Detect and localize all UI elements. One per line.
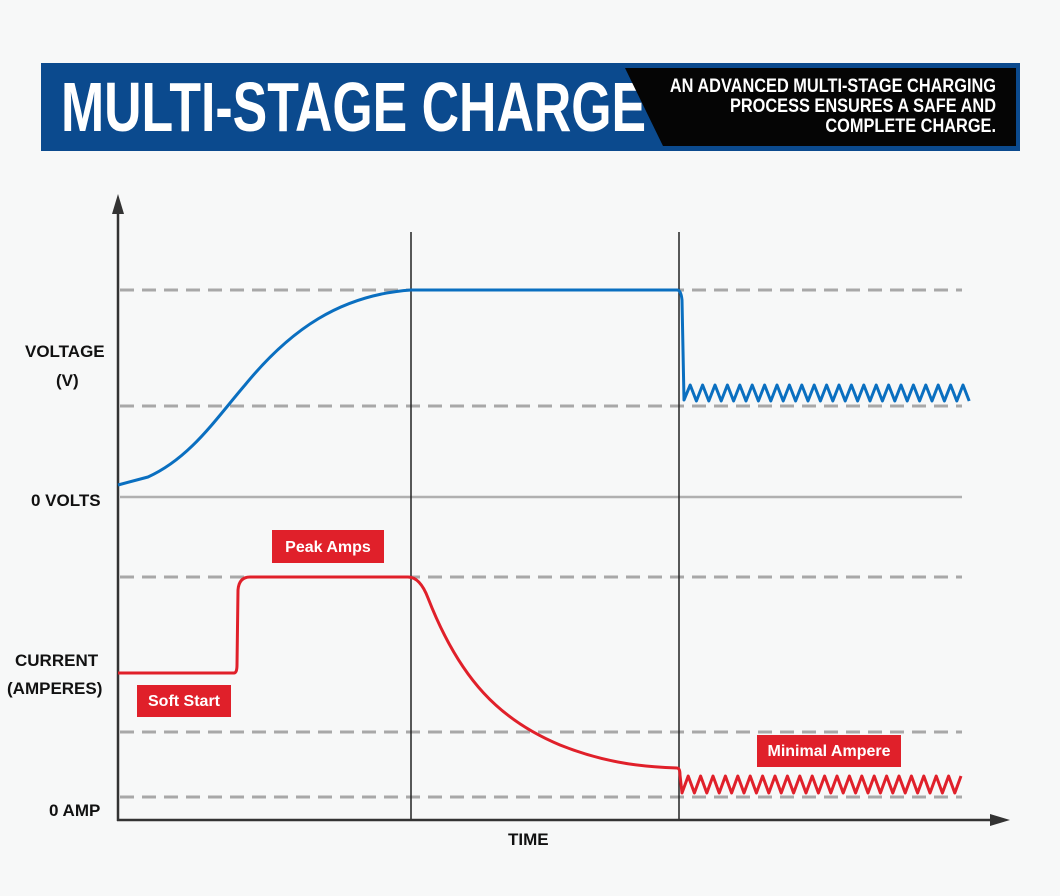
header-banner: MULTI-STAGE CHARGE AN ADVANCED MULTI-STA… [41,63,1020,151]
subtitle-line: PROCESS ENSURES A SAFE AND [729,96,996,117]
peak-amps-tag: Peak Amps [272,530,384,563]
current-axis-label: CURRENT [15,651,99,670]
subtitle-line: AN ADVANCED MULTI-STAGE CHARGING [669,76,996,97]
subtitle: AN ADVANCED MULTI-STAGE CHARGING PROCESS… [669,77,996,137]
soft-start-tag: Soft Start [137,685,231,717]
voltage-axis-unit: (V) [56,371,79,390]
voltage-axis-label: VOLTAGE [25,342,105,361]
time-axis-label: TIME [508,830,549,849]
y-axis-arrow-icon [112,194,124,214]
axis-labels: VOLTAGE (V) 0 VOLTS CURRENT (AMPERES) 0 … [7,342,549,849]
x-axis-arrow-icon [990,814,1010,826]
current-axis-unit: (AMPERES) [7,679,102,698]
subtitle-line: COMPLETE CHARGE. [825,116,996,137]
zero-volts-label: 0 VOLTS [31,491,101,510]
soft-start-text: Soft Start [148,693,221,710]
minimal-ampere-text: Minimal Ampere [768,743,891,760]
reference-lines [120,288,962,799]
zero-amp-label: 0 AMP [49,801,100,820]
minimal-ampere-tag: Minimal Ampere [757,735,901,767]
subtitle-panel [625,68,1016,146]
current-curve [118,575,963,795]
page-title: MULTI-STAGE CHARGE [61,68,647,146]
peak-amps-text: Peak Amps [285,539,371,556]
voltage-curve [117,288,971,487]
